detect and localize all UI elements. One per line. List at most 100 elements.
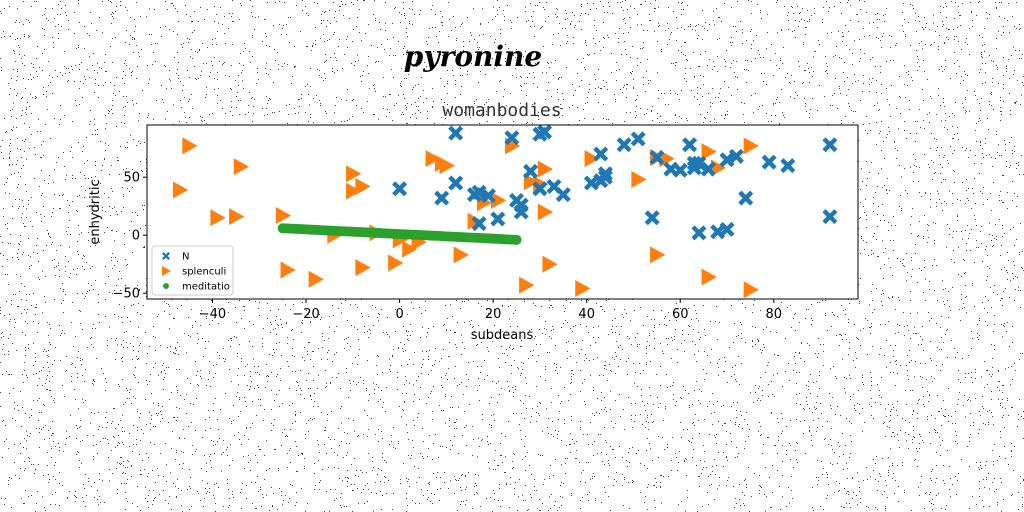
data-points xyxy=(172,124,838,299)
legend-item: N xyxy=(162,252,189,263)
data-point xyxy=(523,163,539,179)
legend-label: N xyxy=(182,252,189,263)
data-point xyxy=(388,254,404,272)
data-point xyxy=(355,259,371,277)
legend-box xyxy=(151,245,234,296)
data-point xyxy=(346,182,362,200)
data-point xyxy=(480,188,496,204)
x-tick-label: 20 xyxy=(485,307,502,322)
data-point xyxy=(761,154,777,170)
data-point xyxy=(597,166,613,182)
x-axis-label: subdeans xyxy=(471,328,534,343)
data-point xyxy=(672,162,688,178)
data-point xyxy=(275,206,292,224)
x-tick-label: 60 xyxy=(672,307,689,322)
legend-item: splenculi xyxy=(162,266,226,278)
data-point xyxy=(649,149,665,165)
data-point xyxy=(822,137,838,153)
data-point xyxy=(434,190,450,206)
legend-label: meditatio xyxy=(182,282,230,293)
chart-suptitle: pyronine xyxy=(404,40,542,73)
data-point xyxy=(172,181,189,199)
x-axis-ticks: −40 −20 0 20 40 60 80 xyxy=(199,299,782,322)
data-point xyxy=(439,157,455,175)
data-point xyxy=(537,124,553,140)
data-point xyxy=(593,146,609,162)
data-point xyxy=(519,276,535,294)
data-point xyxy=(425,150,441,168)
y-tick-label: 50 xyxy=(123,171,140,186)
data-point xyxy=(743,281,759,299)
data-point xyxy=(537,160,554,178)
data-point xyxy=(308,270,324,288)
data-point xyxy=(346,165,362,183)
x-tick-label: 80 xyxy=(766,307,783,322)
data-point xyxy=(555,187,571,203)
data-point xyxy=(280,261,296,279)
legend-item: meditatio xyxy=(163,282,230,293)
data-point xyxy=(728,148,744,164)
data-point xyxy=(511,234,522,245)
data-point xyxy=(392,181,408,197)
data-point xyxy=(738,190,754,206)
data-point xyxy=(700,161,716,177)
data-point xyxy=(513,204,529,220)
data-point xyxy=(504,130,520,146)
y-tick-label: −50 xyxy=(113,287,140,302)
data-point xyxy=(701,268,717,286)
data-point xyxy=(630,131,646,147)
legend-marker xyxy=(162,252,170,260)
data-point xyxy=(597,169,613,185)
series-splenculi xyxy=(172,137,759,299)
data-point xyxy=(575,280,591,298)
data-point xyxy=(691,155,707,171)
data-point xyxy=(523,173,540,191)
x-tick-label: 0 xyxy=(395,307,403,322)
x-tick-label: 40 xyxy=(578,307,595,322)
data-point xyxy=(616,137,632,153)
data-point xyxy=(719,152,735,168)
data-point xyxy=(490,211,506,227)
series-meditatio xyxy=(277,223,522,245)
data-point xyxy=(701,143,717,161)
data-point xyxy=(631,171,647,189)
data-point xyxy=(537,203,554,221)
data-point xyxy=(233,158,250,176)
data-point xyxy=(822,209,838,225)
data-point xyxy=(780,158,796,174)
x-tick-label: −40 xyxy=(199,307,226,322)
data-point xyxy=(691,225,707,241)
data-point xyxy=(491,191,507,209)
y-axis-ticks: −50 0 50 xyxy=(113,171,147,302)
legend-marker xyxy=(162,266,171,276)
data-point xyxy=(182,137,198,155)
legend-label: splenculi xyxy=(182,267,226,278)
data-point xyxy=(448,125,464,141)
data-point xyxy=(682,137,698,153)
data-point xyxy=(743,137,759,155)
data-point xyxy=(448,175,464,191)
x-tick-label: −20 xyxy=(292,307,319,322)
legend-marker xyxy=(163,283,169,289)
data-point xyxy=(453,246,469,264)
data-point xyxy=(355,177,371,195)
data-point xyxy=(532,181,548,197)
plot-frame xyxy=(146,124,859,300)
series-N xyxy=(392,124,838,241)
data-point xyxy=(542,255,558,273)
data-point xyxy=(650,246,666,264)
y-tick-label: 0 xyxy=(132,229,140,244)
data-point xyxy=(471,216,487,232)
y-axis-label: enhydritic xyxy=(88,179,103,244)
data-point xyxy=(719,221,735,237)
data-point xyxy=(584,150,600,168)
data-point xyxy=(210,209,226,227)
chart-title: womanbodies xyxy=(442,100,561,121)
data-point xyxy=(229,208,245,226)
data-point xyxy=(644,210,660,226)
data-point xyxy=(402,240,418,258)
